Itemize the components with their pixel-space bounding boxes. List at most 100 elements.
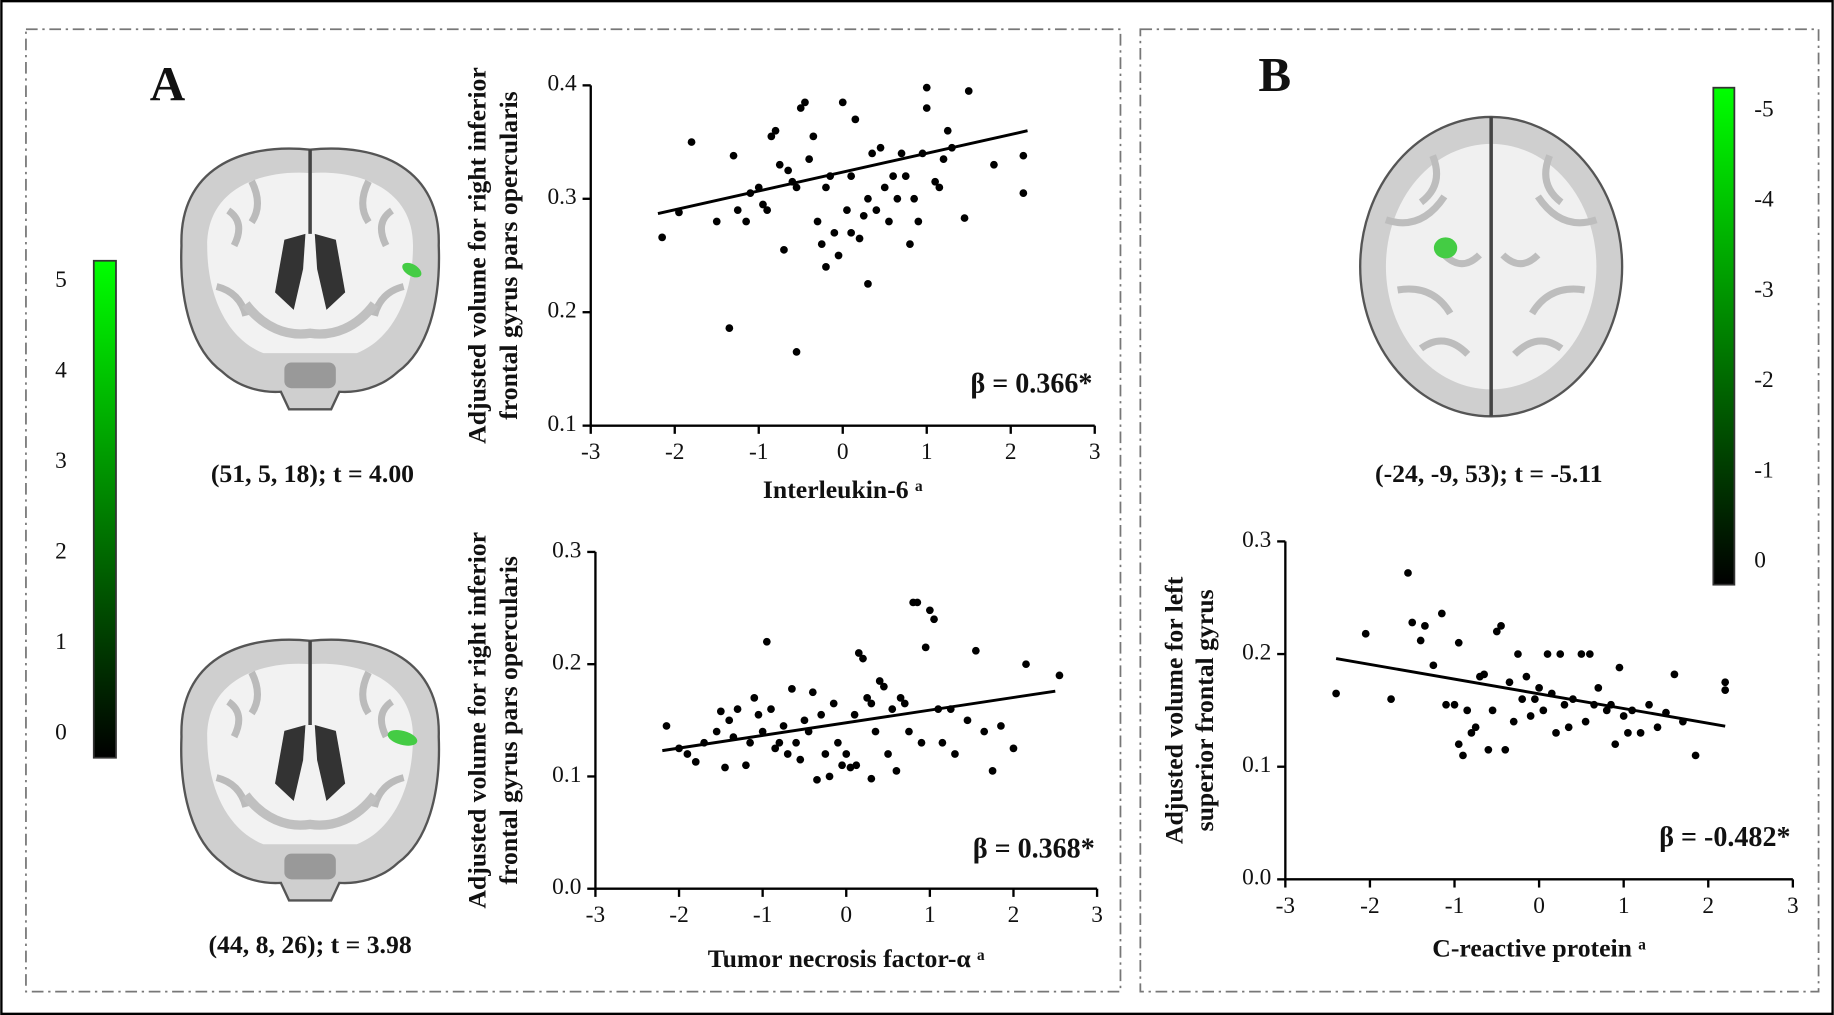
point (1721, 678, 1729, 686)
x-tick-label: 1 (921, 439, 933, 465)
x-tick-label: 0 (837, 439, 849, 465)
x-tick-label: 1 (924, 902, 936, 928)
x-tick-label: 0 (840, 902, 852, 928)
y-tick-label: 0.2 (1242, 639, 1271, 665)
point (1010, 745, 1018, 753)
point (1387, 695, 1395, 703)
x-tick-label: 1 (1618, 893, 1630, 919)
point (835, 252, 843, 260)
point (734, 705, 742, 713)
point (851, 116, 859, 124)
x-tick-label: 3 (1091, 902, 1103, 928)
point (902, 172, 910, 180)
x-tick-label: -1 (749, 439, 768, 465)
point (1019, 152, 1027, 160)
annotation: β = -0.482* (1659, 822, 1790, 853)
point (940, 155, 948, 163)
y-axis-label: Adjusted volume for right inferior (463, 67, 492, 444)
panel-label: A (150, 56, 186, 111)
point (763, 206, 771, 214)
point (805, 155, 813, 163)
point (1506, 678, 1514, 686)
point (944, 127, 952, 135)
y-tick-label: 0.2 (552, 650, 581, 676)
point (997, 722, 1005, 730)
point (1455, 740, 1463, 748)
point (776, 161, 784, 169)
point (1539, 707, 1547, 715)
point (834, 739, 842, 747)
point (910, 195, 918, 203)
point (872, 206, 880, 214)
point (1594, 684, 1602, 692)
colorbar-tick-label: -4 (1754, 187, 1774, 213)
point (935, 184, 943, 192)
x-axis-label: Interleukin-6 ᵃ (763, 475, 923, 504)
point (742, 761, 750, 769)
point (1671, 670, 1679, 678)
point (663, 722, 671, 730)
point (889, 172, 897, 180)
point (856, 235, 864, 243)
colorbar-tick-label: -1 (1754, 457, 1773, 483)
brain-image (1360, 117, 1622, 416)
point (1544, 650, 1552, 658)
point (746, 739, 754, 747)
point (1417, 637, 1425, 645)
colorbar-tick-label: -5 (1754, 97, 1773, 123)
point (796, 756, 804, 764)
point (826, 773, 834, 781)
point (1624, 729, 1632, 737)
cluster-blob (1434, 237, 1457, 258)
annotation: β = 0.368* (973, 834, 1095, 865)
point (885, 218, 893, 226)
point (1586, 650, 1594, 658)
point (1362, 630, 1370, 638)
y-axis-label: superior frontal gyrus (1190, 589, 1219, 831)
brain-caption: (44, 8, 26); t = 3.98 (208, 930, 411, 959)
colorbar-tick-label: 0 (1754, 547, 1766, 573)
x-tick-label: 0 (1533, 893, 1545, 919)
point (1620, 712, 1628, 720)
point (792, 739, 800, 747)
point (750, 694, 758, 702)
point (776, 739, 784, 747)
point (918, 739, 926, 747)
x-tick-label: 2 (1005, 439, 1017, 465)
point (1523, 673, 1531, 681)
point (1022, 660, 1030, 668)
point (1430, 661, 1438, 669)
point (1442, 701, 1450, 709)
point (692, 758, 700, 766)
point (1565, 723, 1573, 731)
point (1459, 752, 1467, 760)
point (742, 218, 750, 226)
point (801, 716, 809, 724)
point (1535, 684, 1543, 692)
point (1527, 712, 1535, 720)
point (1455, 639, 1463, 647)
point (725, 716, 733, 724)
point (1561, 701, 1569, 709)
y-tick-label: 0.3 (547, 184, 576, 210)
point (725, 324, 733, 332)
point (830, 700, 838, 708)
point (923, 104, 931, 112)
y-tick-label: 0.2 (547, 298, 576, 324)
point (1637, 729, 1645, 737)
point (898, 150, 906, 158)
point (851, 711, 859, 719)
point (1480, 670, 1488, 678)
point (658, 233, 666, 241)
x-tick-label: -2 (665, 439, 684, 465)
point (923, 84, 931, 92)
point (847, 172, 855, 180)
point (930, 615, 938, 623)
point (717, 707, 725, 715)
point (1578, 650, 1586, 658)
colorbar-tick-label: -2 (1754, 367, 1773, 393)
point (1421, 622, 1429, 630)
point (1510, 718, 1518, 726)
x-tick-label: 2 (1008, 902, 1020, 928)
point (905, 728, 913, 736)
